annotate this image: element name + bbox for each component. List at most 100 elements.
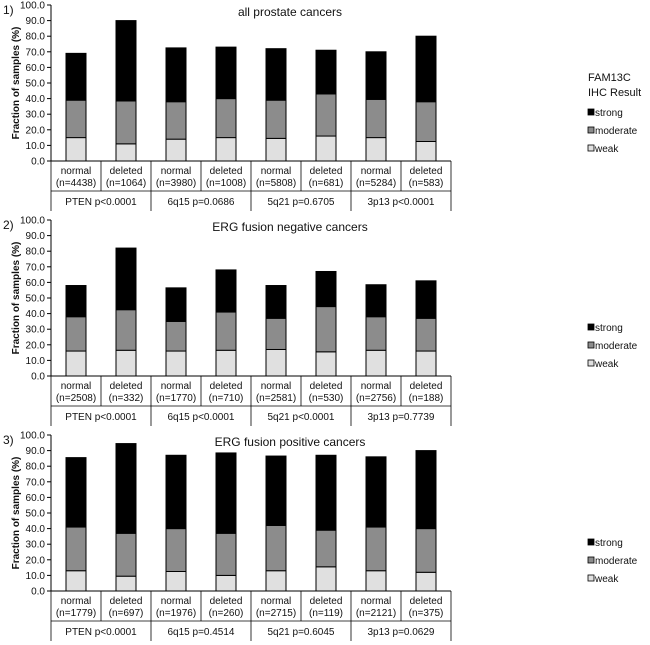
bar-moderate [265,317,287,350]
category-label: deleted [110,381,143,392]
bar-weak [365,349,387,377]
y-axis-label: Fraction of samples (%) [11,457,22,570]
legend-label-weak: weak [594,574,619,585]
legend-title: FAM13C [588,72,631,84]
legend-label-strong: strong [595,323,623,334]
bar-strong [65,285,87,318]
bar-weak [415,571,437,592]
bar-moderate [365,316,387,351]
group-label: 6q15 p<0.0001 [167,412,234,423]
bar-weak [115,349,137,377]
category-label: normal [361,381,392,392]
category-n-label: (n=2508) [56,393,96,404]
bar-weak [315,351,337,377]
bar-strong [215,452,237,534]
legend-label-weak: weak [594,359,619,370]
legend-swatch-weak [587,359,595,367]
category-label: normal [161,381,192,392]
category-label: normal [61,166,92,177]
bar-weak [265,570,287,592]
bar-moderate [365,98,387,139]
bar-weak [365,570,387,592]
group-label: PTEN p<0.0001 [65,412,137,423]
y-tick-label: 40.0 [26,524,46,535]
bar-moderate [65,526,87,572]
bar-weak [415,141,437,162]
group-label: 5q21 p=0.6705 [267,197,334,208]
category-label: deleted [110,596,143,607]
y-tick-label: 60.0 [26,63,46,74]
y-axis-label: Fraction of samples (%) [11,27,22,140]
category-n-label: (n=681) [309,178,344,189]
y-tick-label: 10.0 [26,356,46,367]
category-n-label: (n=1064) [106,178,146,189]
bar-strong [365,456,387,528]
bar-moderate [365,526,387,572]
legend-swatch-strong [587,108,595,116]
legend-label-moderate: moderate [595,126,638,137]
legend-label-moderate: moderate [595,556,638,567]
bar-strong [315,454,337,531]
bar-moderate [215,311,237,351]
bar-strong [165,47,187,103]
category-n-label: (n=697) [109,608,144,619]
y-tick-label: 70.0 [26,477,46,488]
chart-title: all prostate cancers [238,5,342,19]
bar-weak [365,137,387,162]
bar-moderate [315,306,337,353]
bar-strong [265,48,287,101]
category-n-label: (n=1008) [206,178,246,189]
category-label: deleted [110,166,143,177]
group-label: 3p13 p=0.7739 [367,412,434,423]
bar-weak [215,574,237,592]
category-label: normal [61,596,92,607]
category-n-label: (n=119) [309,608,343,619]
category-n-label: (n=2121) [356,608,396,619]
category-n-label: (n=2756) [356,393,396,404]
category-n-label: (n=332) [109,393,144,404]
bar-strong [215,46,237,100]
legend-title: IHC Result [588,87,641,99]
bar-weak [315,566,337,592]
y-tick-label: 70.0 [26,262,46,273]
category-n-label: (n=5808) [256,178,296,189]
panel-3: 3) ERG fusion positive cancers Fraction of… [3,431,638,641]
bar-moderate [415,317,437,352]
category-label: deleted [210,166,243,177]
legend-swatch-weak [587,144,595,152]
category-label: normal [361,166,392,177]
y-tick-label: 0.0 [31,587,45,598]
category-n-label: (n=1976) [156,608,196,619]
group-label: 5q21 p=0.6045 [267,627,334,638]
bar-weak [265,137,287,162]
category-label: normal [161,596,192,607]
y-tick-label: 20.0 [26,340,46,351]
bar-moderate [165,101,187,140]
bar-strong [215,269,237,313]
bar-moderate [265,99,287,139]
bar-weak [315,135,337,162]
category-label: normal [261,166,292,177]
y-tick-label: 100.0 [20,431,45,442]
legend-swatch-weak [587,574,595,582]
category-n-label: (n=583) [409,178,444,189]
group-label: PTEN p<0.0001 [65,627,137,638]
bar-strong [65,52,87,101]
bar-moderate [115,532,137,577]
legend-label-weak: weak [594,144,619,155]
bar-weak [115,143,137,162]
bar-moderate [215,98,237,139]
group-label: 6q15 p=0.4514 [167,627,234,638]
y-tick-label: 30.0 [26,540,46,551]
y-tick-label: 30.0 [26,325,46,336]
bar-moderate [265,524,287,572]
legend-swatch-moderate [587,341,595,349]
category-n-label: (n=2581) [256,393,296,404]
group-label: 3p13 p=0.0629 [367,627,434,638]
bar-strong [165,454,187,530]
category-label: normal [61,381,92,392]
group-label: 6q15 p=0.0686 [167,197,234,208]
category-label: deleted [310,381,343,392]
bar-moderate [415,101,437,142]
